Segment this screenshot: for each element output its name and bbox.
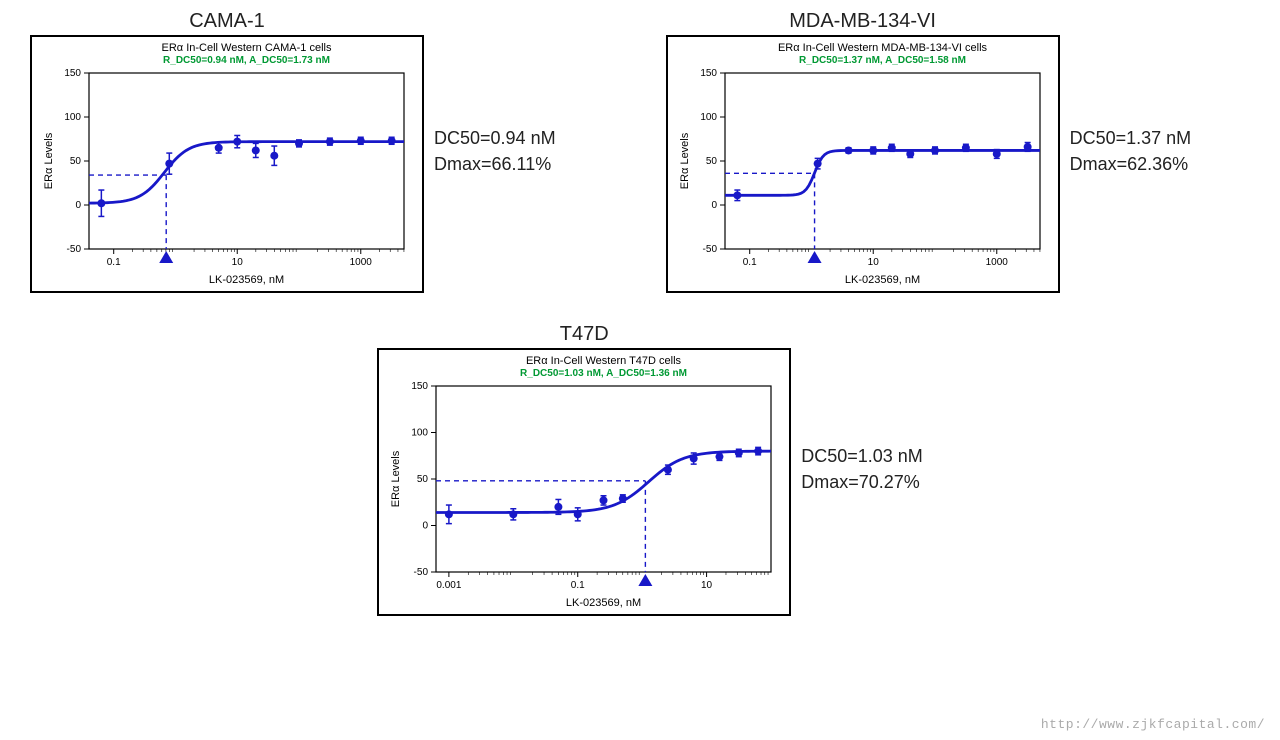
svg-text:10: 10: [701, 580, 713, 591]
svg-text:0: 0: [75, 200, 81, 211]
dmax-text: Dmax=62.36%: [1070, 152, 1192, 177]
svg-text:150: 150: [700, 68, 717, 79]
svg-text:-50: -50: [414, 567, 429, 578]
svg-text:0.001: 0.001: [437, 580, 462, 591]
svg-text:ERα Levels: ERα Levels: [43, 132, 55, 189]
svg-text:10: 10: [867, 257, 879, 268]
svg-text:100: 100: [412, 428, 429, 439]
svg-text:0: 0: [423, 521, 429, 532]
side-metrics: DC50=1.37 nM Dmax=62.36%: [1070, 126, 1192, 176]
svg-text:0: 0: [711, 200, 717, 211]
dmax-text: Dmax=66.11%: [434, 152, 556, 177]
panel-t47d: T47D ERα In-Cell Western T47D cellsR_DC5…: [377, 323, 923, 616]
svg-text:R_DC50=0.94 nM, A_DC50=1.73: R_DC50=0.94 nM, A_DC50=1.73 nM: [163, 55, 330, 66]
chart-box: ERα In-Cell Western CAMA-1 cellsR_DC50=0…: [30, 35, 424, 293]
svg-text:LK-023569, nM: LK-023569, nM: [209, 274, 284, 286]
svg-text:50: 50: [70, 156, 82, 167]
svg-text:0.1: 0.1: [742, 257, 756, 268]
panel-title: MDA-MB-134-VI: [789, 10, 936, 33]
side-metrics: DC50=0.94 nM Dmax=66.11%: [434, 126, 556, 176]
panel-cama1: CAMA-1 ERα In-Cell Western CAMA-1 cellsR…: [30, 10, 556, 293]
svg-text:50: 50: [705, 156, 717, 167]
svg-text:50: 50: [417, 474, 429, 485]
svg-text:R_DC50=1.03 nM, A_DC50=1.36: R_DC50=1.03 nM, A_DC50=1.36 nM: [520, 368, 687, 379]
svg-text:LK-023569, nM: LK-023569, nM: [566, 597, 641, 609]
svg-text:ERα In-Cell Western T47D cell: ERα In-Cell Western T47D cells: [526, 355, 682, 367]
dc50-text: DC50=0.94 nM: [434, 126, 556, 151]
top-row: CAMA-1 ERα In-Cell Western CAMA-1 cellsR…: [10, 10, 1270, 293]
svg-text:1000: 1000: [985, 257, 1008, 268]
svg-text:ERα Levels: ERα Levels: [679, 132, 691, 189]
svg-text:0.1: 0.1: [107, 257, 121, 268]
svg-text:1000: 1000: [350, 257, 373, 268]
chart-box: ERα In-Cell Western T47D cellsR_DC50=1.0…: [377, 348, 791, 616]
svg-text:R_DC50=1.37 nM, A_DC50=1.58: R_DC50=1.37 nM, A_DC50=1.58 nM: [799, 55, 966, 66]
side-metrics: DC50=1.03 nM Dmax=70.27%: [801, 444, 923, 494]
svg-text:150: 150: [412, 381, 429, 392]
chart-box: ERα In-Cell Western MDA-MB-134-VI cellsR…: [666, 35, 1060, 293]
svg-text:-50: -50: [702, 244, 717, 255]
panel-title: T47D: [560, 323, 609, 346]
svg-text:10: 10: [232, 257, 244, 268]
panel-title: CAMA-1: [189, 10, 265, 33]
dmax-text: Dmax=70.27%: [801, 470, 923, 495]
svg-text:ERα In-Cell Western CAMA-1 ce: ERα In-Cell Western CAMA-1 cells: [162, 42, 332, 54]
svg-text:LK-023569, nM: LK-023569, nM: [844, 274, 919, 286]
watermark-text: http://www.zjkfcapital.com/: [1041, 717, 1265, 732]
panel-mda: MDA-MB-134-VI ERα In-Cell Western MDA-MB…: [666, 10, 1192, 293]
svg-text:ERα In-Cell Western MDA-MB-134: ERα In-Cell Western MDA-MB-134-VI cells: [778, 42, 988, 54]
svg-text:150: 150: [64, 68, 81, 79]
svg-text:ERα Levels: ERα Levels: [390, 450, 402, 507]
dc50-text: DC50=1.37 nM: [1070, 126, 1192, 151]
svg-text:-50: -50: [67, 244, 82, 255]
svg-text:100: 100: [64, 112, 81, 123]
svg-text:100: 100: [700, 112, 717, 123]
dc50-text: DC50=1.03 nM: [801, 444, 923, 469]
bottom-row: T47D ERα In-Cell Western T47D cellsR_DC5…: [30, 323, 1270, 616]
svg-text:0.1: 0.1: [571, 580, 585, 591]
